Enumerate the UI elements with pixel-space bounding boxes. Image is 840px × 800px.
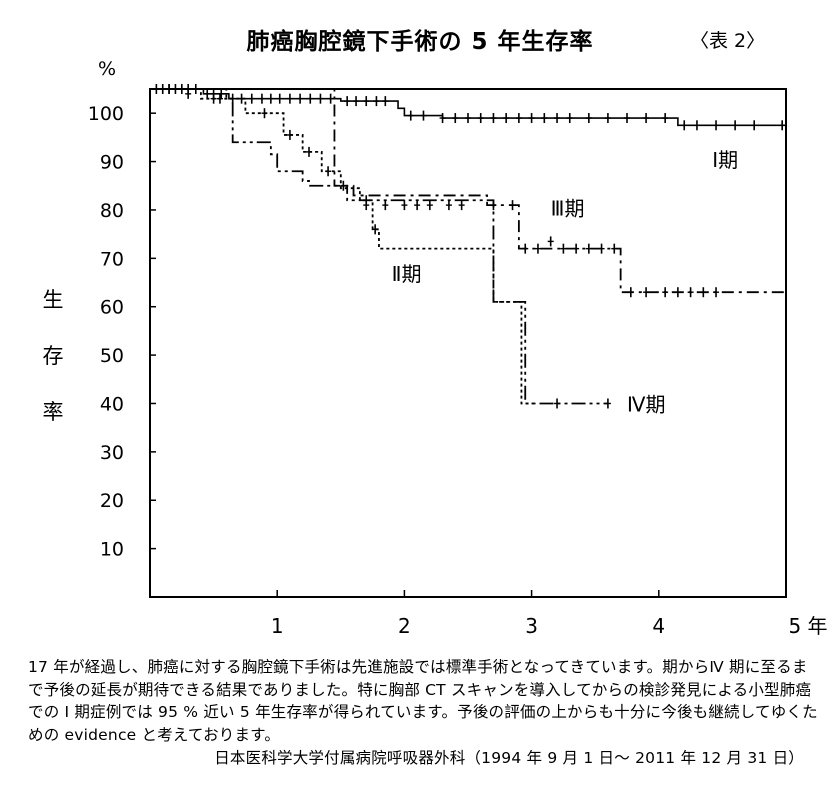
x-tick-label: 5 年 <box>788 614 827 638</box>
y-tick-label: 50 <box>100 345 124 367</box>
y-tick-label: 10 <box>100 539 124 561</box>
survival-curve <box>150 88 535 405</box>
chart-title: 肺癌胸腔鏡下手術の 5 年生存率 <box>246 29 594 55</box>
series-labels: Ⅰ期 Ⅲ期 Ⅱ期 Ⅳ期 <box>392 148 738 416</box>
survival-curve-group <box>150 88 611 409</box>
y-tick-label: 20 <box>100 490 124 512</box>
y-tick-label: 70 <box>100 248 124 270</box>
y-tick-label: 100 <box>88 103 124 125</box>
y-tick-label: 80 <box>100 200 124 222</box>
y-tick-label: 40 <box>100 393 124 415</box>
series-label: Ⅲ期 <box>551 197 585 221</box>
body-text: 17 年が経過し、肺癌に対する胸腔鏡下手術は先進施設では標準手術となってきていま… <box>28 658 818 744</box>
x-tick-label: 2 <box>398 614 411 638</box>
x-tick-label: 1 <box>271 614 284 638</box>
y-tick-label: 30 <box>100 442 124 464</box>
y-tick-label: 90 <box>100 152 124 174</box>
plot-area <box>149 88 787 598</box>
series-label: Ⅳ期 <box>627 392 665 416</box>
x-axis: 1 2 3 4 5 年 <box>271 590 828 638</box>
survival-curve <box>150 88 608 405</box>
y-tick-label: 60 <box>100 297 124 319</box>
x-tick-label: 3 <box>525 614 538 638</box>
y-axis: 100 90 80 70 60 50 40 30 20 10 <box>88 103 156 561</box>
survival-curve-group <box>150 84 535 405</box>
x-tick-label: 4 <box>652 614 665 638</box>
series-label: Ⅰ期 <box>712 148 738 172</box>
y-axis-title: 生 存 率 <box>40 272 66 440</box>
y-axis-unit: % <box>98 58 117 80</box>
source-note: 日本医科学大学付属病院呼吸器外科（1994 年 9 月 1 日〜 2011 年 … <box>214 749 804 767</box>
series-label: Ⅱ期 <box>392 262 422 286</box>
survival-curves <box>150 84 786 409</box>
survival-chart: 100 90 80 70 60 50 40 30 20 10 1 2 3 4 5 年 Ⅰ期 Ⅲ期 Ⅱ期 Ⅳ期 <box>88 84 828 638</box>
y-axis-title-char-3: 率 <box>42 400 64 424</box>
plot-frame <box>149 88 787 598</box>
y-axis-title-char-1: 生 <box>42 288 64 312</box>
survival-curve-group <box>150 84 786 131</box>
y-axis-title-char-2: 存 <box>42 344 64 368</box>
table-label: 〈表 2〉 <box>690 30 766 52</box>
